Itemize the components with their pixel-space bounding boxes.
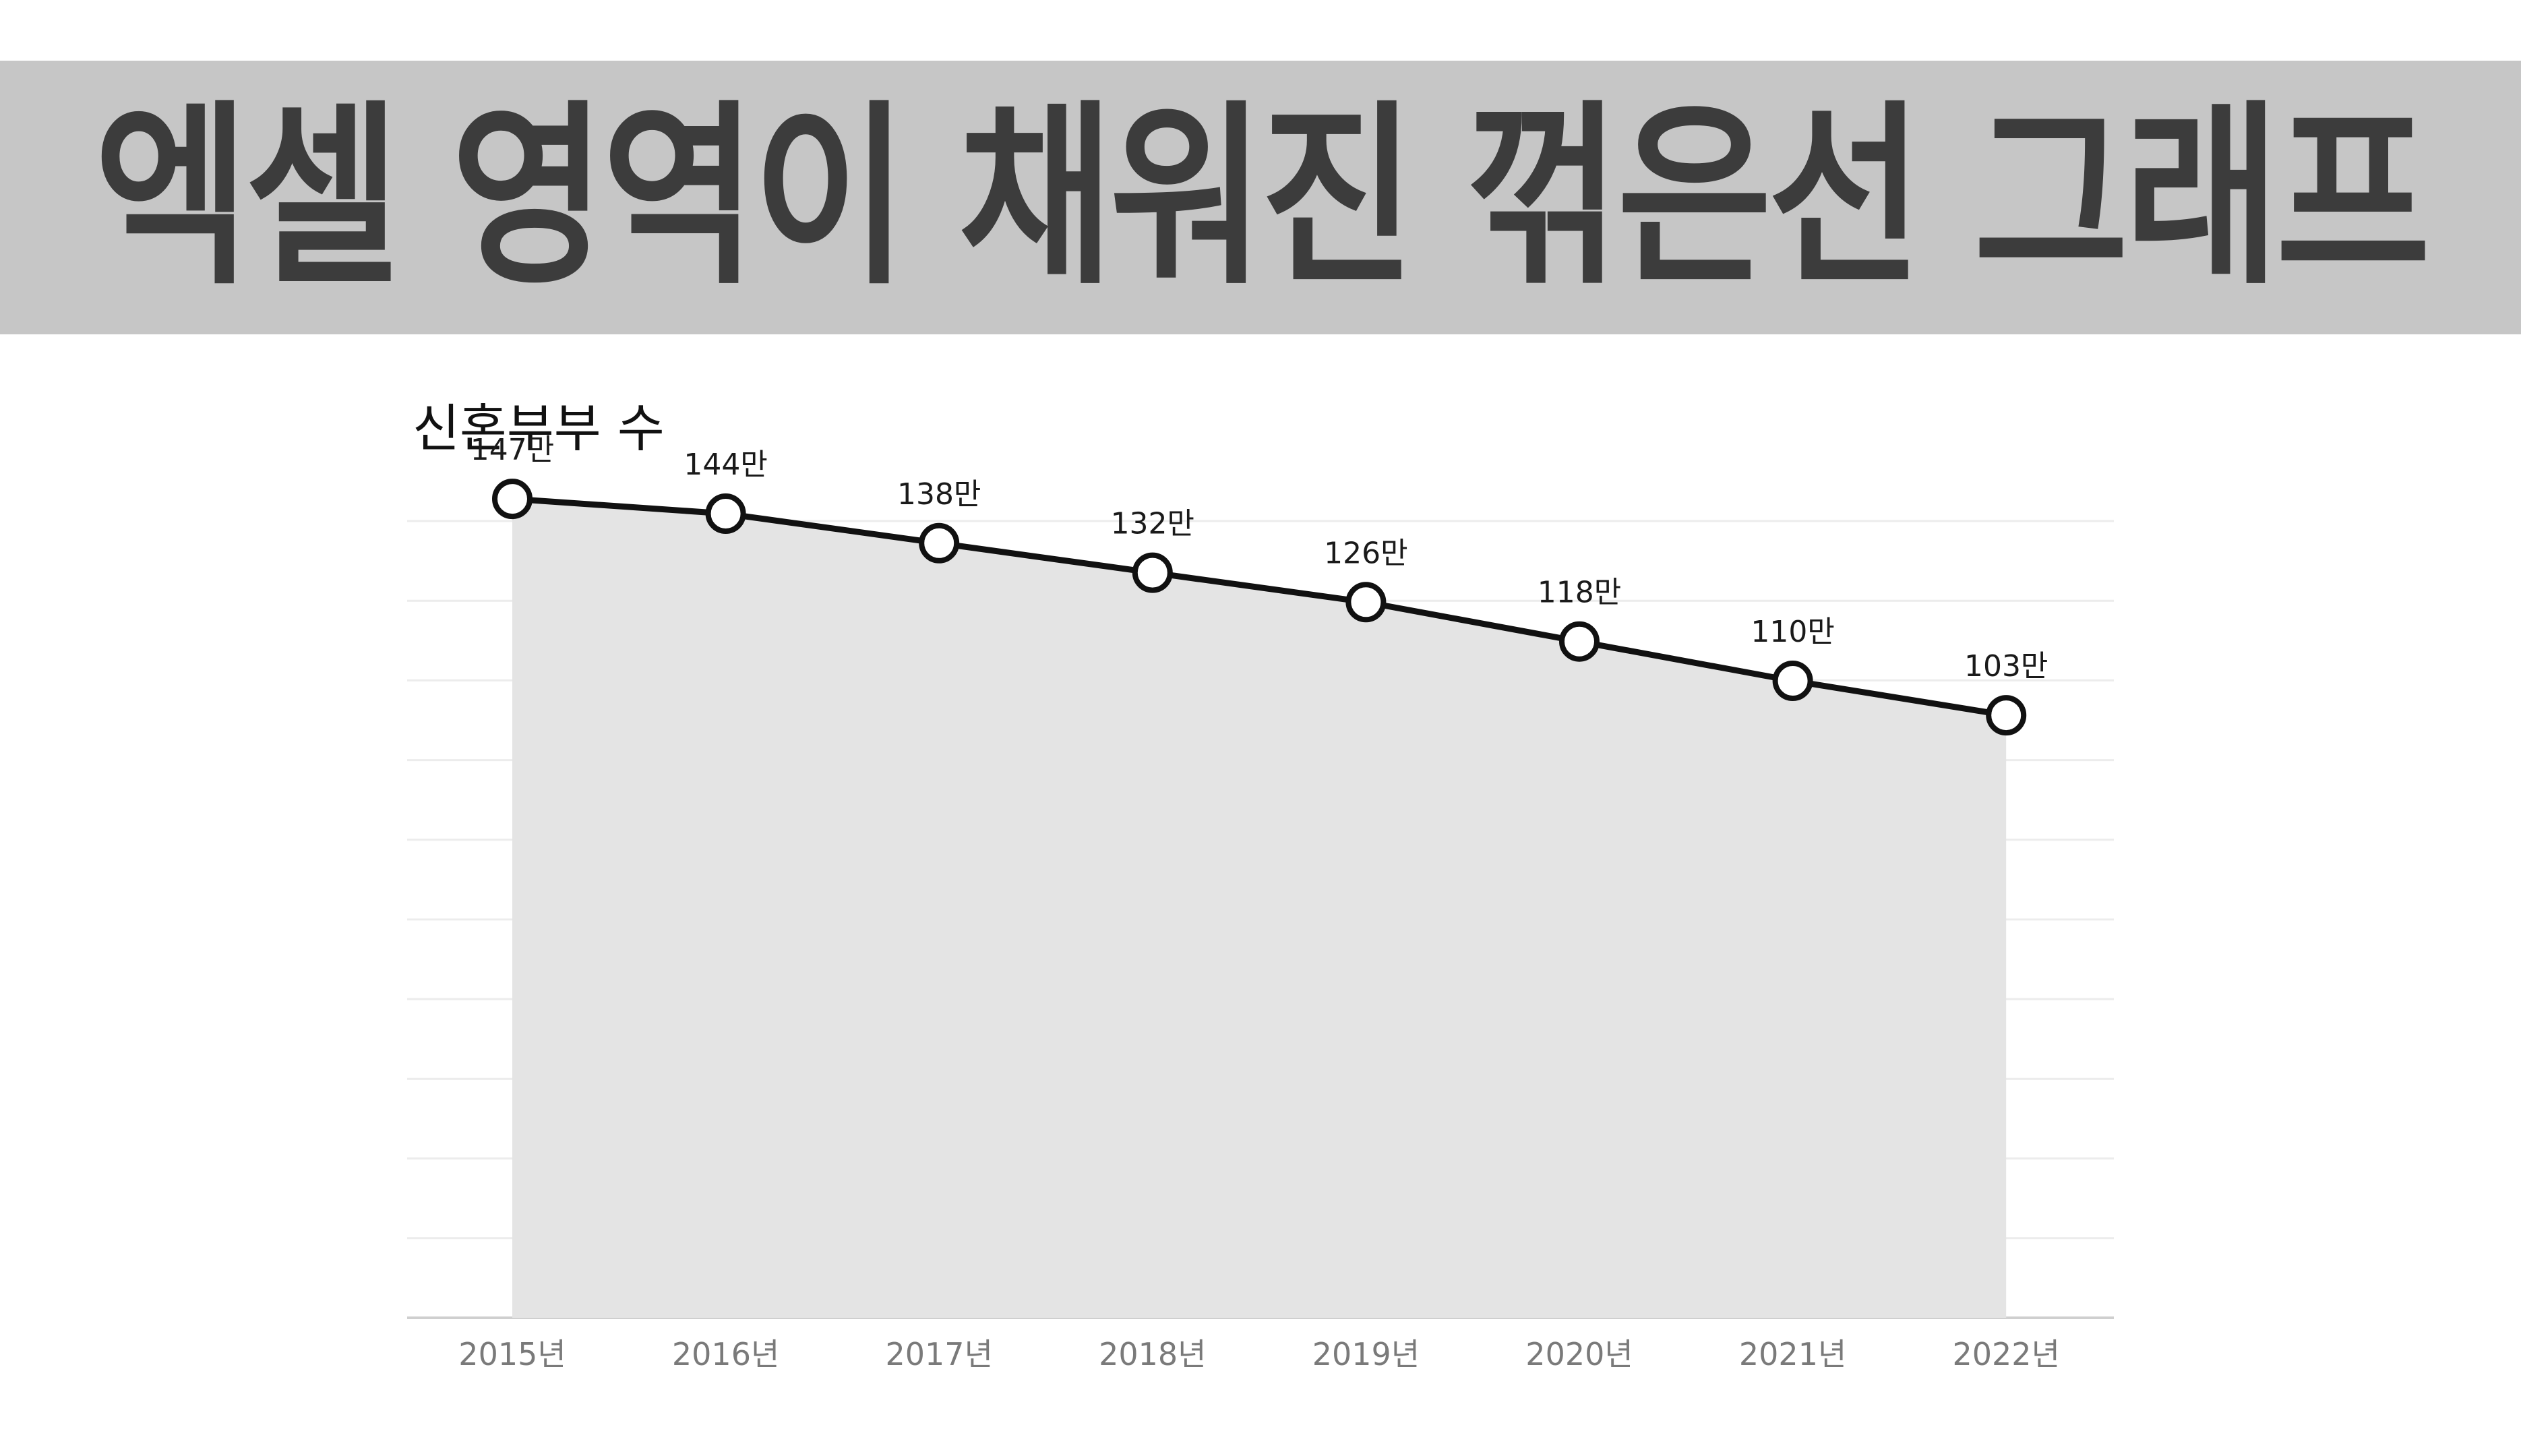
- data-point-marker: [1345, 582, 1387, 623]
- x-axis-tick-labels: 2015년 2016년 2017년 2018년 2019년 2020년 2021년 2022년: [458, 1336, 2060, 1372]
- data-label: 103만: [1964, 649, 2048, 684]
- banner-title: 엑셀 영역이 채워진 꺾은선 그래프: [94, 83, 2431, 311]
- data-markers: [492, 479, 2027, 736]
- data-point-marker: [1559, 621, 1600, 662]
- data-point-marker: [1132, 552, 1173, 593]
- title-banner: 엑셀 영역이 채워진 꺾은선 그래프: [0, 61, 2521, 334]
- x-tick-label: 2015년: [458, 1336, 566, 1372]
- x-tick-label: 2016년: [672, 1336, 779, 1372]
- data-point-marker: [1772, 661, 1813, 701]
- x-tick-label: 2018년: [1099, 1336, 1206, 1372]
- data-label: 132만: [1111, 507, 1194, 541]
- x-tick-label: 2019년: [1312, 1336, 1420, 1372]
- data-point-marker: [492, 479, 533, 520]
- series-line: [509, 495, 2009, 719]
- data-label: 138만: [897, 477, 981, 512]
- area-fill: [512, 499, 2007, 1318]
- data-label: 144만: [684, 448, 767, 482]
- series-line-group: [509, 495, 2009, 719]
- data-label: 126만: [1324, 536, 1407, 570]
- x-tick-label: 2021년: [1739, 1336, 1846, 1372]
- x-tick-label: 2022년: [1953, 1336, 2060, 1372]
- x-tick-label: 2020년: [1525, 1336, 1633, 1372]
- data-point-marker: [919, 522, 960, 564]
- data-label: 147만: [470, 433, 554, 467]
- chart-title: 신혼부부 수: [413, 398, 665, 458]
- data-label: 118만: [1538, 576, 1621, 610]
- data-point-marker: [705, 493, 746, 534]
- data-label: 110만: [1751, 615, 1834, 649]
- data-point-marker: [1986, 695, 2027, 736]
- data-labels: 147만 144만 138만 132만 126만 118만 110만 103만: [470, 433, 2048, 684]
- area-fill-group: [512, 499, 2007, 1318]
- x-tick-label: 2017년: [886, 1336, 993, 1372]
